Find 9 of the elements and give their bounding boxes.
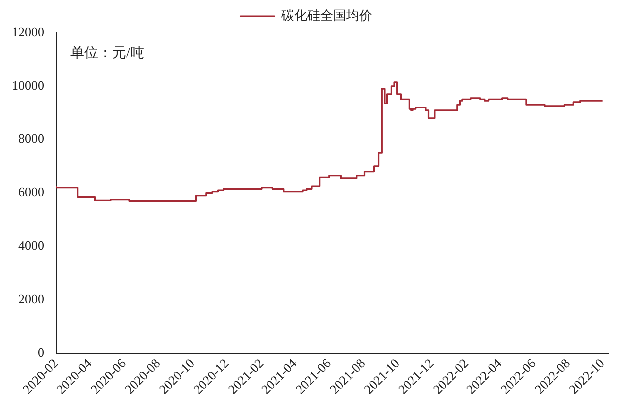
y-tick-label: 8000	[18, 131, 44, 146]
y-tick-label: 12000	[12, 24, 44, 40]
annotation: 单位：元/吨	[70, 46, 144, 62]
y-tick-label: 6000	[18, 184, 44, 200]
y-tick-label: 2000	[18, 291, 44, 306]
y-tick-label: 0	[38, 344, 44, 360]
y-tick-label: 10000	[12, 78, 44, 93]
y-tick-label: 4000	[18, 238, 44, 253]
legend-label: 碳化硅全国均价	[280, 8, 372, 23]
